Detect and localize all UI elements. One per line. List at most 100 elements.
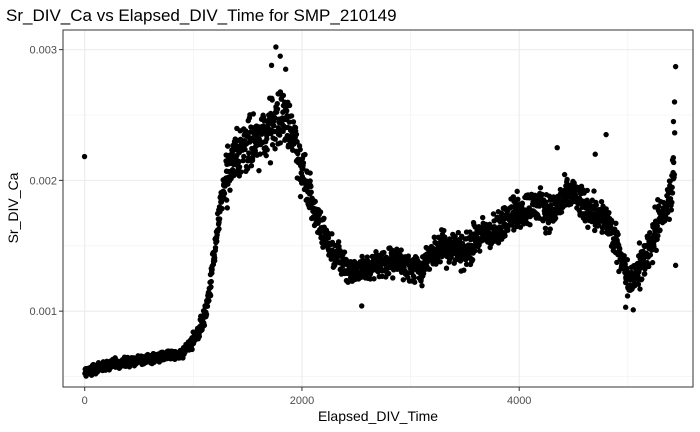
data-point [297,146,303,153]
data-point [341,249,348,255]
data-point [290,119,297,125]
data-point [359,303,365,309]
data-point [666,216,672,222]
data-point [216,216,223,222]
data-point [274,100,280,107]
data-point [635,281,642,287]
data-point [219,205,225,212]
data-point [635,273,641,279]
data-point [411,274,417,281]
data-point [509,222,515,228]
data-point [653,247,659,254]
data-point [617,246,623,252]
data-point [196,333,203,340]
data-point [441,227,447,234]
data-point [637,286,643,292]
data-point [216,226,222,232]
data-point [257,151,263,157]
data-point [591,188,597,194]
data-point [510,194,517,200]
data-point [227,187,233,193]
y-tick-label: 0.001 [29,306,57,318]
data-point [593,202,600,208]
data-point [398,247,404,253]
data-point [671,99,678,105]
data-point [655,233,661,239]
data-point [385,270,392,277]
data-point [286,102,293,109]
data-point [599,229,605,235]
data-point [211,255,218,261]
data-point [411,279,418,285]
data-point [272,115,278,121]
data-point [250,111,257,117]
data-point [527,222,533,228]
data-point [286,119,293,125]
data-point [373,249,379,255]
data-point [256,167,262,174]
data-point [636,240,643,246]
data-point [588,202,594,209]
data-point [400,277,406,283]
data-point [646,263,652,270]
data-point [307,170,313,176]
data-point [276,132,283,138]
data-point [502,233,508,239]
data-point [584,187,590,194]
data-point [630,307,636,313]
y-axis-ticks: 0.001 0.002 0.003 [29,45,63,318]
data-point [223,197,230,203]
data-points [81,44,679,379]
data-point [284,108,290,114]
x-tick-label: 4000 [507,395,531,407]
y-axis-label: Sr_DIV_Ca [5,172,21,243]
data-point [539,191,545,198]
data-point [240,157,246,164]
data-point [208,278,214,285]
data-point [514,188,520,195]
data-point [207,292,214,299]
data-point [277,140,284,146]
data-point [669,199,675,206]
data-point [236,159,242,165]
data-point [238,169,244,175]
data-point [267,160,274,166]
data-point [426,266,433,272]
data-point [452,233,458,240]
data-point [606,209,612,216]
data-point [221,190,228,197]
data-point [280,92,287,99]
data-point [547,226,553,232]
data-point [552,215,559,221]
data-point [272,146,278,152]
x-axis-ticks: 0 2000 4000 [82,387,531,407]
data-point [224,205,230,211]
data-point [437,259,443,265]
data-point [672,63,679,70]
data-point [655,203,662,209]
data-point [390,275,396,281]
data-point [282,66,289,72]
data-point [431,234,438,241]
data-point [669,184,675,191]
x-tick-label: 0 [82,395,88,407]
data-point [670,118,677,125]
data-point [615,231,621,238]
data-point [371,276,377,282]
data-point [558,209,565,215]
y-tick-label: 0.002 [29,175,57,187]
data-point [419,282,425,289]
data-point [345,279,351,285]
data-point [335,239,342,245]
data-point [201,322,208,329]
data-point [206,297,212,304]
data-point [537,185,544,191]
data-point [81,153,88,160]
data-point [308,183,314,190]
data-point [517,224,524,230]
data-point [670,155,677,161]
data-point [271,123,277,129]
data-point [598,198,605,205]
data-point [297,193,304,200]
